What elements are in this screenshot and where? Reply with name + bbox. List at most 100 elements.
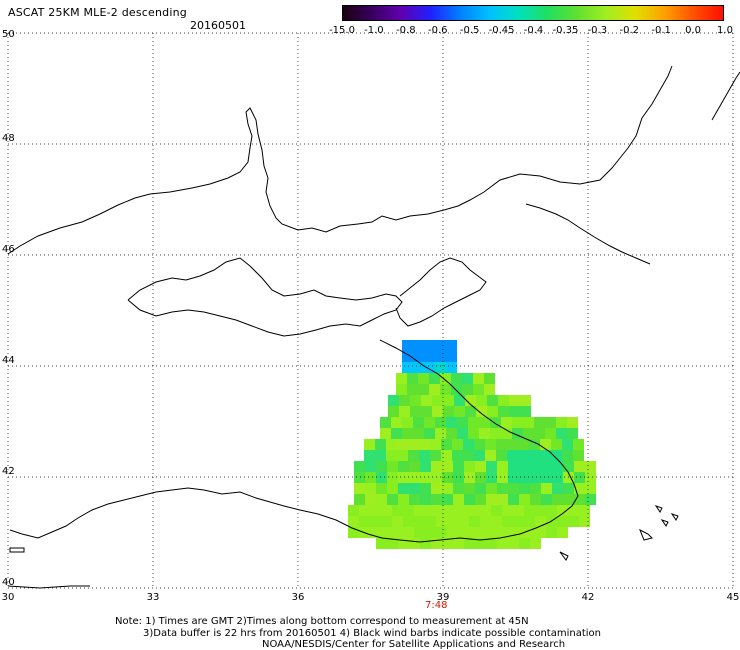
coastline-north [7,65,673,255]
swath-cell [457,417,468,428]
swath-cell [474,450,485,461]
swath-cell [453,538,464,549]
colorbar-tick: -0.2 [619,25,640,36]
swath-cell [446,362,457,373]
swath-cell [453,483,464,494]
colorbar-tick: 1.0 [717,25,733,36]
colorbar-tick: 0.0 [685,25,702,36]
swath-cell [585,483,596,494]
lat-tick-label: 46 [2,244,15,255]
coastline-taman [395,257,487,327]
swath-cell [446,417,457,428]
swath-cell [403,527,414,538]
swath-cell [552,472,563,483]
swath-cell [458,505,469,516]
swath-cell [409,494,420,505]
swath-cell [364,439,375,450]
swath-cell [375,439,386,450]
swath-cell [402,362,413,373]
swath-cell [535,516,546,527]
swath-cell [410,406,421,417]
swath-cell [513,516,524,527]
swath-cell [557,516,568,527]
swath-cell [473,373,484,384]
swath-cell [446,428,457,439]
swath-cell [465,395,476,406]
swath-cell [409,538,420,549]
swath-cell [484,384,495,395]
swath-cell [567,428,578,439]
swath-cell [365,461,376,472]
swath-cell [573,450,584,461]
map-date: 20160501 [190,19,246,32]
swath-cell [414,505,425,516]
swath-cell [413,340,424,351]
swath-cell [557,505,568,516]
swath-cell [545,428,556,439]
swath-cell [509,406,520,417]
swath-cell [421,406,432,417]
swath-cell [452,439,463,450]
swath-cell [402,428,413,439]
swath-cell [424,340,435,351]
swath-cell [530,538,541,549]
swath-cell [487,395,498,406]
swath-cell [574,472,585,483]
swath-cell [585,472,596,483]
swath-cell [397,450,408,461]
swath-cell [421,395,432,406]
swath-cell [370,527,381,538]
swath-cell [541,461,552,472]
swath-cell [388,406,399,417]
swath-cell [524,505,535,516]
swath-cell [552,461,563,472]
swath-cell [432,406,443,417]
swath-cell [458,516,469,527]
swath-cell [447,516,458,527]
swath-cell [419,439,430,450]
grid-lines [7,32,734,589]
swath-cell [348,505,359,516]
swath-cell [563,461,574,472]
swath-cell [431,538,442,549]
swath-cell [530,472,541,483]
colorbar [342,5,724,21]
swath-cell [396,373,407,384]
swath-cell [365,472,376,483]
swath-cell [518,450,529,461]
swath-cell [579,505,590,516]
swath-cell [497,461,508,472]
swath-cell [391,428,402,439]
lat-tick-label: 42 [2,466,15,477]
swath-cell [386,439,397,450]
swath-cell [568,505,579,516]
swath-cell [441,439,452,450]
swath-cell [375,450,386,461]
swath-cell [462,373,473,384]
swath-cell [491,516,502,527]
swath-cell [464,472,475,483]
swath-cell [585,494,596,505]
swath-cell [468,428,479,439]
swath-cell [463,439,474,450]
swath-cell [403,516,414,527]
swath-cell [491,527,502,538]
swath-cell [480,516,491,527]
swath-cell [452,450,463,461]
swath-cell [365,483,376,494]
coastline-thrace [7,585,90,589]
note-line-3: NOAA/NESDIS/Center for Satellite Applica… [262,639,566,650]
swath-cell [551,450,562,461]
swath-cell [474,439,485,450]
swath-cell [490,428,501,439]
swath-cell [386,450,397,461]
swath-cell [442,461,453,472]
swath-cell [354,461,365,472]
swath-cell [398,472,409,483]
swath-cell [451,384,462,395]
swath-cell [491,505,502,516]
lon-tick-label: 42 [582,592,595,603]
colorbar-tick: -0.1 [651,25,671,36]
swath-cell [464,494,475,505]
